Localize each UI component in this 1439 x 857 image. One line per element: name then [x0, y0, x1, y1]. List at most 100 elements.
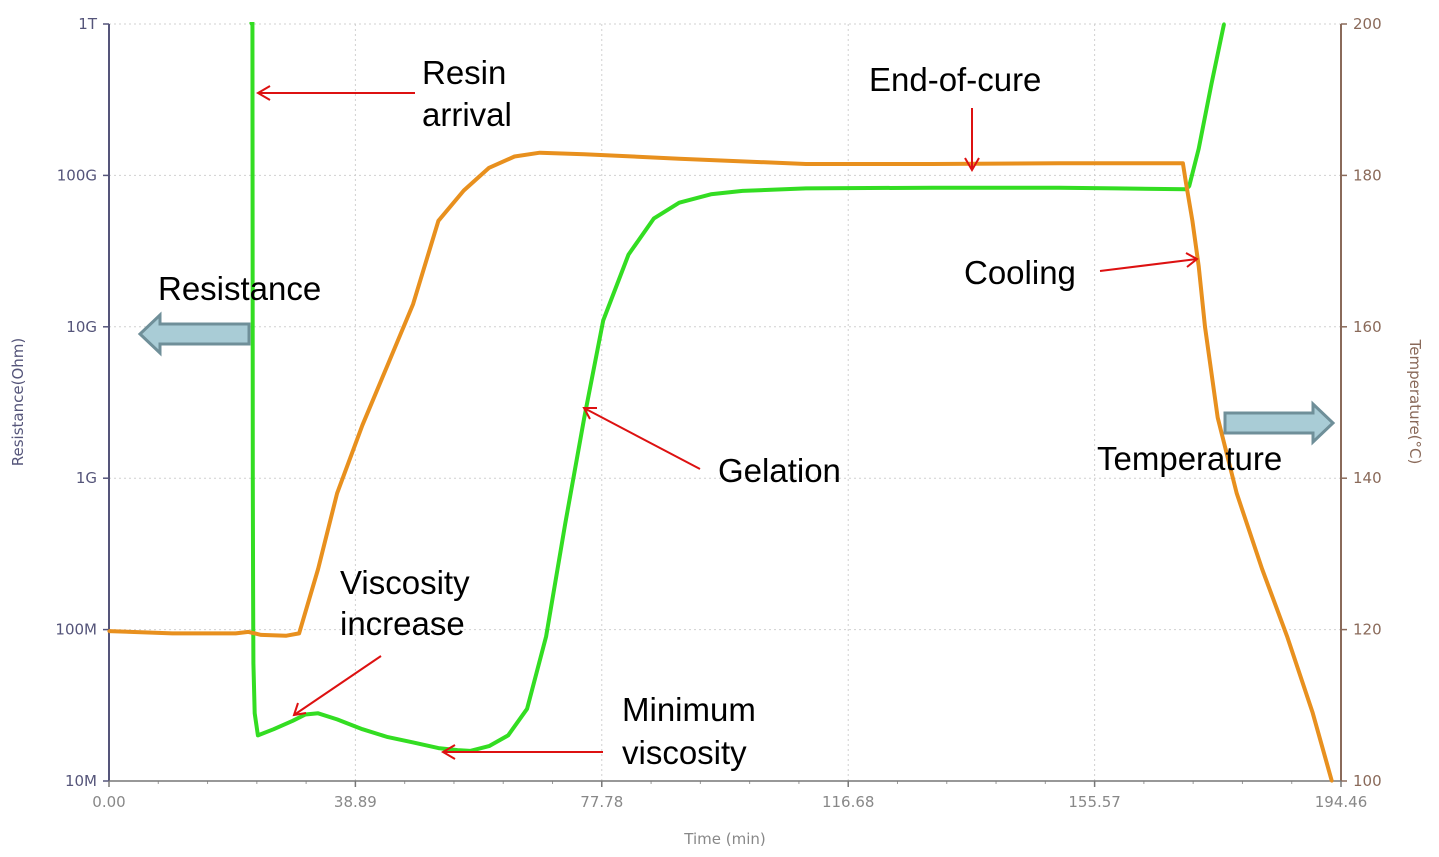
viscosity-increase-arrow — [292, 655, 382, 717]
right-tick-label: 200 — [1353, 15, 1382, 33]
temperature-axis-arrow — [1223, 400, 1336, 446]
temperature-point — [677, 157, 681, 161]
resistance-point — [740, 189, 745, 193]
left-tick-label: 100G — [57, 166, 97, 184]
resistance-point — [291, 719, 295, 723]
resistance-point — [436, 746, 440, 750]
x-tick-labels: 0.00 38.89 77.78 116.68 155.57 194.46 — [92, 793, 1367, 811]
temperature-point — [234, 631, 238, 636]
temperature-point — [512, 154, 517, 159]
resistance-point — [487, 744, 491, 748]
resistance-point — [335, 717, 339, 722]
resistance-point — [1057, 186, 1061, 190]
left-tick-labels: 1T 100G 10G 1G 100M 10M — [55, 15, 97, 790]
temperature-series-line — [109, 150, 1334, 782]
temperature-point — [1190, 219, 1194, 223]
resistance-point — [709, 192, 713, 196]
minimum-viscosity-arrow — [441, 744, 603, 760]
temperature-point — [1181, 161, 1185, 165]
temperature-point — [1057, 161, 1061, 165]
resistance-point — [601, 318, 605, 323]
resistance-point — [251, 589, 255, 593]
resistance-point — [360, 727, 364, 731]
temperature-point — [360, 423, 364, 427]
series — [107, 22, 1334, 783]
right-tick-label: 180 — [1353, 166, 1382, 184]
temperature-point — [316, 567, 320, 571]
annotation-resistance: Resistance — [158, 270, 321, 307]
x-tick-label: 77.78 — [580, 793, 623, 811]
annotation-cooling: Cooling — [964, 254, 1076, 291]
temperature-point — [246, 630, 250, 634]
resistance-point — [544, 634, 548, 639]
resin-arrival-arrow — [256, 85, 415, 101]
resistance-point — [506, 733, 510, 738]
left-tick-label: 1G — [76, 469, 97, 487]
temperature-point — [436, 219, 440, 223]
left-tick-label: 10M — [65, 772, 97, 790]
resistance-point — [272, 727, 276, 731]
temperature-point — [538, 151, 542, 155]
right-tick-label: 120 — [1353, 621, 1382, 639]
grid — [108, 23, 1342, 782]
temperature-point — [297, 631, 301, 636]
left-tick-label: 1T — [78, 15, 98, 33]
temperature-point — [1330, 779, 1334, 783]
annotation-arrows — [256, 85, 1199, 760]
resistance-point — [582, 416, 586, 420]
temperature-point — [1285, 635, 1289, 639]
resistance-point — [626, 253, 631, 257]
annotation-temperature: Temperature — [1097, 440, 1282, 477]
resistance-point — [249, 22, 254, 26]
resistance-point — [251, 661, 255, 665]
x-tick-label: 155.57 — [1068, 793, 1121, 811]
temperature-point — [107, 629, 111, 633]
resistance-point — [455, 748, 460, 752]
right-tick-label: 100 — [1353, 772, 1382, 790]
resistance-point — [251, 476, 255, 480]
resistance-point — [652, 216, 656, 220]
annotation-end-of-cure: End-of-cure — [869, 61, 1041, 98]
resistance-point — [1114, 186, 1118, 190]
resistance-point — [253, 711, 257, 715]
x-tick-label: 194.46 — [1315, 793, 1368, 811]
end-of-cure-arrow — [964, 108, 980, 172]
temperature-point — [1184, 181, 1188, 185]
resistance-axis-arrow — [137, 311, 251, 357]
resistance-point — [316, 711, 320, 715]
axes — [103, 23, 1347, 787]
temperature-point — [1216, 416, 1220, 420]
temperature-point — [487, 166, 491, 170]
annotation-minimum-viscosity: Minimum viscosity — [622, 691, 756, 771]
temperature-point — [582, 152, 586, 156]
resistance-point — [411, 740, 415, 745]
temperature-point — [1152, 161, 1156, 165]
right-axis-title: Temperature(°C) — [1406, 339, 1424, 465]
resistance-point — [1209, 82, 1213, 86]
temperature-point — [386, 363, 390, 367]
cooling-arrow — [1099, 252, 1199, 272]
temperature-point — [259, 633, 263, 637]
annotation-gelation: Gelation — [718, 452, 841, 489]
gelation-arrow — [582, 407, 701, 470]
resistance-point — [931, 186, 935, 190]
temperature-point — [1197, 264, 1201, 268]
temperature-point — [335, 491, 339, 495]
resistance-point — [1197, 147, 1201, 151]
x-tick-label: 38.89 — [334, 793, 377, 811]
x-tick-label: 116.68 — [822, 793, 875, 811]
left-axis-title: Resistance(Ohm) — [9, 338, 27, 466]
temperature-point — [462, 188, 466, 193]
x-tick-label: 0.00 — [92, 793, 125, 811]
annotation-resin-arrival: Resin arrival — [422, 54, 512, 133]
resistance-point — [525, 707, 529, 711]
annotation-viscosity-increase: Viscosity increase — [340, 564, 470, 642]
resistance-point — [1222, 22, 1226, 26]
resistance-point — [563, 522, 567, 526]
temperature-point — [1311, 711, 1315, 715]
temperature-point — [1203, 325, 1207, 329]
left-tick-label: 10G — [66, 318, 97, 336]
temperature-point — [1235, 491, 1239, 495]
x-axis-title: Time (min) — [683, 830, 765, 848]
